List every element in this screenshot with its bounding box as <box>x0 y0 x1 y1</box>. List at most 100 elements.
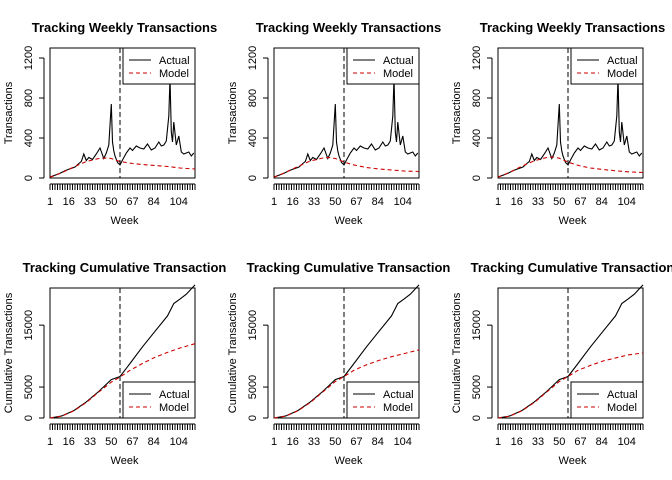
x-tick-label: 50 <box>105 436 117 448</box>
x-tick-label: 104 <box>618 196 636 208</box>
chart-title: Tracking Cumulative Transaction <box>23 260 227 275</box>
x-tick-label: 67 <box>126 196 138 208</box>
series-actual-line <box>497 77 643 178</box>
y-tick-label: 15000 <box>471 310 483 341</box>
x-tick-label: 50 <box>553 436 565 448</box>
legend-box <box>346 381 420 419</box>
y-tick-label: 15000 <box>247 310 259 341</box>
y-tick-label: 800 <box>471 89 483 107</box>
legend-model-label: Model <box>383 402 413 414</box>
x-tick-label: 33 <box>532 196 544 208</box>
x-tick-label: 16 <box>511 196 523 208</box>
x-tick-label: 33 <box>84 436 96 448</box>
chart-panel-weekly-3: Tracking Weekly Transactions 1 16 33 50 67 84 1… <box>451 20 665 227</box>
y-tick-label: 0 <box>23 415 35 421</box>
chart-title: Tracking Weekly Transactions <box>32 20 217 35</box>
series-model-line <box>49 157 196 178</box>
legend-model-label: Model <box>607 402 637 414</box>
legend-actual-label: Actual <box>383 389 414 401</box>
series-actual-line <box>273 77 419 178</box>
x-axis-label: Week <box>335 455 363 467</box>
y-tick-label: 15000 <box>23 310 35 341</box>
y-axis-label: Cumulative Transactions <box>451 292 463 413</box>
x-tick-label: 67 <box>350 436 362 448</box>
legend-actual-label: Actual <box>607 55 638 67</box>
x-tick-label: 16 <box>63 196 75 208</box>
x-tick-label: 1 <box>495 436 501 448</box>
y-axis-label: Transactions <box>227 81 239 144</box>
series-model-line <box>497 352 644 419</box>
x-tick-label: 16 <box>287 436 299 448</box>
y-tick-label: 400 <box>471 129 483 147</box>
x-tick-label: 33 <box>84 196 96 208</box>
x-tick-label: 33 <box>308 196 320 208</box>
chart-panel-weekly-2: Tracking Weekly Transactions 1 16 33 50 67 84 1… <box>227 20 441 227</box>
series-model-line <box>49 343 196 419</box>
chart-panel-cumulative-1: Tracking Cumulative Transaction 1 16 33 50 67… <box>3 260 226 467</box>
x-tick-label: 104 <box>170 196 188 208</box>
legend-box <box>346 47 420 85</box>
legend-actual-label: Actual <box>607 389 638 401</box>
x-tick-label: 84 <box>596 436 608 448</box>
x-tick-label: 84 <box>372 436 384 448</box>
chart-title: Tracking Weekly Transactions <box>480 20 665 35</box>
x-tick-label: 84 <box>148 196 160 208</box>
x-tick-label: 1 <box>47 196 53 208</box>
y-tick-label: 5000 <box>23 375 35 399</box>
x-axis-label: Week <box>111 215 139 227</box>
y-tick-label: 400 <box>247 129 259 147</box>
x-tick-label: 84 <box>148 436 160 448</box>
x-tick-label: 16 <box>287 196 299 208</box>
series-model-line <box>273 349 420 419</box>
x-axis-label: Week <box>559 215 587 227</box>
x-tick-label: 33 <box>532 436 544 448</box>
series-model-line <box>497 156 644 178</box>
chart-title: Tracking Weekly Transactions <box>256 20 441 35</box>
legend-box <box>570 47 644 85</box>
legend-box <box>122 47 196 85</box>
x-tick-label: 50 <box>553 196 565 208</box>
legend-actual-label: Actual <box>383 55 414 67</box>
y-tick-label: 1200 <box>471 46 483 70</box>
series-actual-line <box>49 77 195 178</box>
y-axis-label: Cumulative Transactions <box>3 292 15 413</box>
x-tick-label: 104 <box>394 436 412 448</box>
x-tick-label: 67 <box>574 196 586 208</box>
y-tick-label: 1200 <box>247 46 259 70</box>
legend-model-label: Model <box>159 68 189 80</box>
legend-model-label: Model <box>159 402 189 414</box>
x-tick-label: 1 <box>271 436 277 448</box>
y-tick-label: 800 <box>23 89 35 107</box>
x-tick-label: 104 <box>618 436 636 448</box>
legend-actual-label: Actual <box>159 389 190 401</box>
chart-panel-cumulative-2: Tracking Cumulative Transaction 1 16 33 50 67… <box>227 260 450 467</box>
legend-model-label: Model <box>383 68 413 80</box>
x-tick-label: 84 <box>596 196 608 208</box>
x-tick-label: 16 <box>63 436 75 448</box>
y-axis-label: Transactions <box>3 81 15 144</box>
y-tick-label: 0 <box>247 175 259 181</box>
x-axis-label: Week <box>559 455 587 467</box>
x-tick-label: 50 <box>329 436 341 448</box>
legend-box <box>570 381 644 419</box>
x-tick-label: 50 <box>105 196 117 208</box>
x-tick-label: 104 <box>170 436 188 448</box>
x-tick-label: 50 <box>329 196 341 208</box>
x-axis-label: Week <box>335 215 363 227</box>
x-tick-label: 104 <box>394 196 412 208</box>
x-tick-label: 1 <box>271 196 277 208</box>
x-tick-label: 67 <box>350 196 362 208</box>
x-tick-label: 1 <box>47 436 53 448</box>
y-axis-label: Cumulative Transactions <box>227 292 239 413</box>
chart-panel-weekly-1: Tracking Weekly Transactions 1 16 33 50 67 84 1… <box>3 20 217 227</box>
y-tick-label: 0 <box>471 175 483 181</box>
y-axis-label: Transactions <box>451 81 463 144</box>
chart-title: Tracking Cumulative Transaction <box>247 260 451 275</box>
